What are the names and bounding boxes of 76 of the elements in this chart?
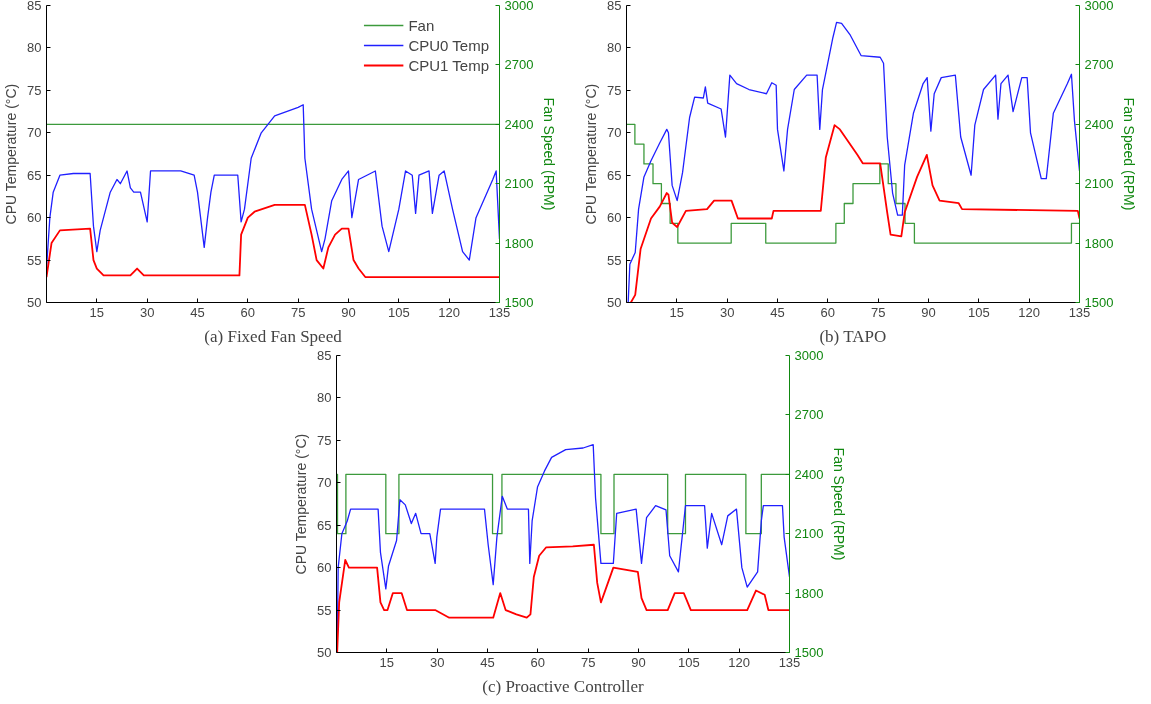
y-tick-label: 75 bbox=[317, 432, 332, 448]
y2-tick-label: 2400 bbox=[794, 466, 824, 482]
y-tick-label: 70 bbox=[607, 125, 622, 141]
y-axis-title: CPU Temperature (°C) bbox=[583, 83, 600, 225]
x-tick-label: 120 bbox=[1018, 304, 1041, 320]
y2-tick-label: 1800 bbox=[504, 235, 534, 251]
x-tick-label: 15 bbox=[89, 304, 105, 320]
x-tick-label: 90 bbox=[341, 304, 356, 320]
x-tick-label: 60 bbox=[530, 654, 546, 670]
y2-axis-title: Fan Speed (RPM) bbox=[541, 97, 558, 211]
x-tick-label: 30 bbox=[139, 304, 155, 320]
y-tick-label: 85 bbox=[27, 0, 42, 13]
x-tick-label: 45 bbox=[480, 654, 495, 670]
legend-label: Fan bbox=[408, 16, 435, 34]
y2-axis-title: Fan Speed (RPM) bbox=[831, 447, 848, 561]
y2-tick-label: 3000 bbox=[1084, 0, 1114, 13]
legend-label: CPU0 Temp bbox=[408, 36, 489, 54]
text: (c) Proactive Controller bbox=[482, 676, 645, 696]
y2-axis-title: Fan Speed (RPM) bbox=[1121, 97, 1138, 211]
y2-tick-label: 3000 bbox=[794, 348, 824, 363]
y2-tick-label: 2100 bbox=[794, 526, 824, 542]
legend-label: CPU1 Temp bbox=[408, 56, 489, 74]
y-axis-title: CPU Temperature (°C) bbox=[3, 83, 20, 225]
y-tick-label: 55 bbox=[607, 252, 622, 268]
y2-tick-label: 2100 bbox=[1084, 176, 1114, 192]
x-tick-label: 45 bbox=[190, 304, 205, 320]
x-tick-label: 75 bbox=[290, 304, 306, 320]
x-tick-label: 30 bbox=[719, 304, 735, 320]
x-tick-label: 120 bbox=[438, 304, 461, 320]
x-tick-label: 15 bbox=[669, 304, 685, 320]
y2-tick-label: 1800 bbox=[794, 585, 824, 601]
y-tick-label: 70 bbox=[317, 475, 332, 491]
y-tick-label: 60 bbox=[317, 560, 332, 576]
y2-tick-label: 2700 bbox=[1084, 57, 1114, 73]
y-tick-label: 65 bbox=[607, 167, 622, 183]
y-tick-label: 75 bbox=[27, 82, 42, 98]
x-tick-label: 60 bbox=[820, 304, 836, 320]
y2-tick-label: 2700 bbox=[504, 57, 534, 73]
line-series bbox=[46, 204, 500, 278]
y-tick-label: 75 bbox=[607, 82, 622, 98]
y-tick-label: 65 bbox=[27, 167, 42, 183]
text: (a) Fixed Fan Speed bbox=[204, 326, 343, 346]
x-tick-label: 75 bbox=[580, 654, 596, 670]
x-tick-label: 105 bbox=[677, 654, 700, 670]
y-tick-label: 85 bbox=[607, 0, 622, 13]
y2-tick-label: 3000 bbox=[504, 0, 534, 13]
y2-tick-label: 2400 bbox=[1084, 116, 1114, 132]
y-tick-label: 80 bbox=[27, 40, 42, 56]
x-tick-label: 45 bbox=[770, 304, 785, 320]
x-tick-label: 105 bbox=[967, 304, 990, 320]
y2-tick-label: 2700 bbox=[794, 407, 824, 423]
y-tick-label: 60 bbox=[607, 210, 622, 226]
y2-tick-label: 2100 bbox=[504, 176, 534, 192]
x-tick-label: 15 bbox=[379, 654, 395, 670]
y-tick-label: 65 bbox=[317, 517, 332, 533]
y-tick-label: 85 bbox=[317, 348, 332, 363]
y2-tick-label: 1800 bbox=[1084, 235, 1114, 251]
x-tick-label: 75 bbox=[870, 304, 886, 320]
y-tick-label: 80 bbox=[607, 40, 622, 56]
y-tick-label: 50 bbox=[607, 295, 622, 310]
x-tick-label: 105 bbox=[387, 304, 410, 320]
y-tick-label: 55 bbox=[27, 252, 42, 268]
y2-tick-label: 2400 bbox=[504, 116, 534, 132]
y-tick-label: 60 bbox=[27, 210, 42, 226]
x-tick-label: 60 bbox=[240, 304, 256, 320]
x-tick-label: 120 bbox=[728, 654, 751, 670]
y-tick-label: 50 bbox=[27, 295, 42, 310]
y-tick-label: 70 bbox=[27, 125, 42, 141]
x-tick-label: 90 bbox=[631, 654, 646, 670]
y-tick-label: 80 bbox=[317, 390, 332, 406]
y-tick-label: 55 bbox=[317, 602, 332, 618]
x-tick-label: 30 bbox=[429, 654, 445, 670]
text: (b) TAPO bbox=[819, 326, 887, 346]
x-tick-label: 90 bbox=[921, 304, 936, 320]
y-axis-title: CPU Temperature (°C) bbox=[293, 433, 310, 575]
y-tick-label: 50 bbox=[317, 645, 332, 660]
